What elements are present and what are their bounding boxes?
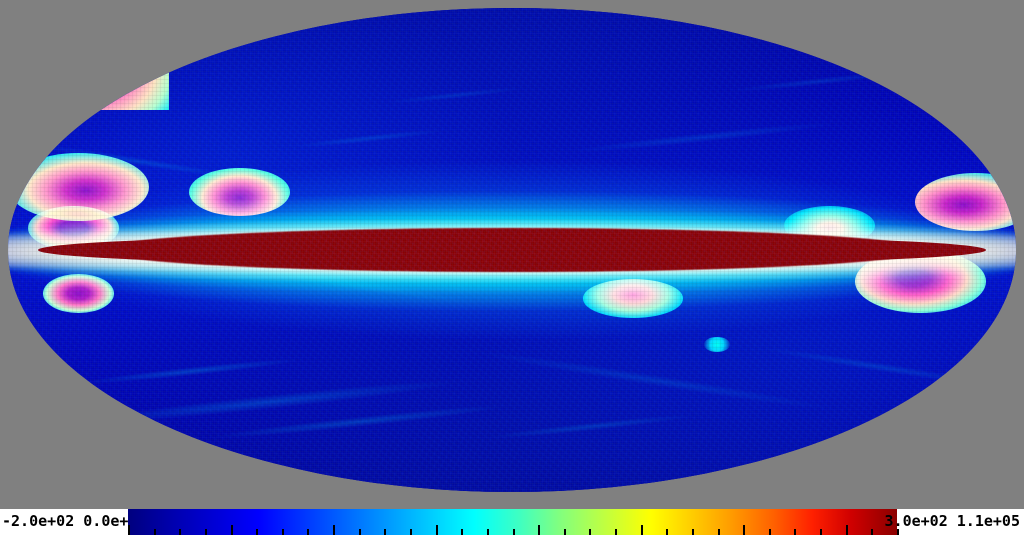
feature-orion-region bbox=[43, 274, 114, 313]
galactic-plane-saturated-core-inner bbox=[38, 235, 986, 265]
feature-right-limb bbox=[915, 172, 1016, 231]
feature-cygnus-region bbox=[189, 167, 291, 217]
healpix-pixel-noise bbox=[8, 8, 1016, 492]
colorbar-row: -2.0e+02 0.0e+00 3.0e+02 1.1e+05 bbox=[0, 509, 1024, 535]
feature-ophiuchus-complex bbox=[8, 8, 170, 110]
colorbar-min-label: -2.0e+02 0.0e+00 bbox=[2, 512, 147, 530]
feature-large-magellanic-cloud bbox=[703, 337, 730, 352]
sky-map-panel bbox=[8, 8, 1016, 492]
colorbar-max-label: 3.0e+02 1.1e+05 bbox=[884, 512, 1020, 530]
feature-aquila-rift bbox=[582, 279, 684, 318]
mollweide-projection-ellipse bbox=[8, 8, 1016, 492]
colorbar-gradient[interactable] bbox=[128, 509, 897, 535]
